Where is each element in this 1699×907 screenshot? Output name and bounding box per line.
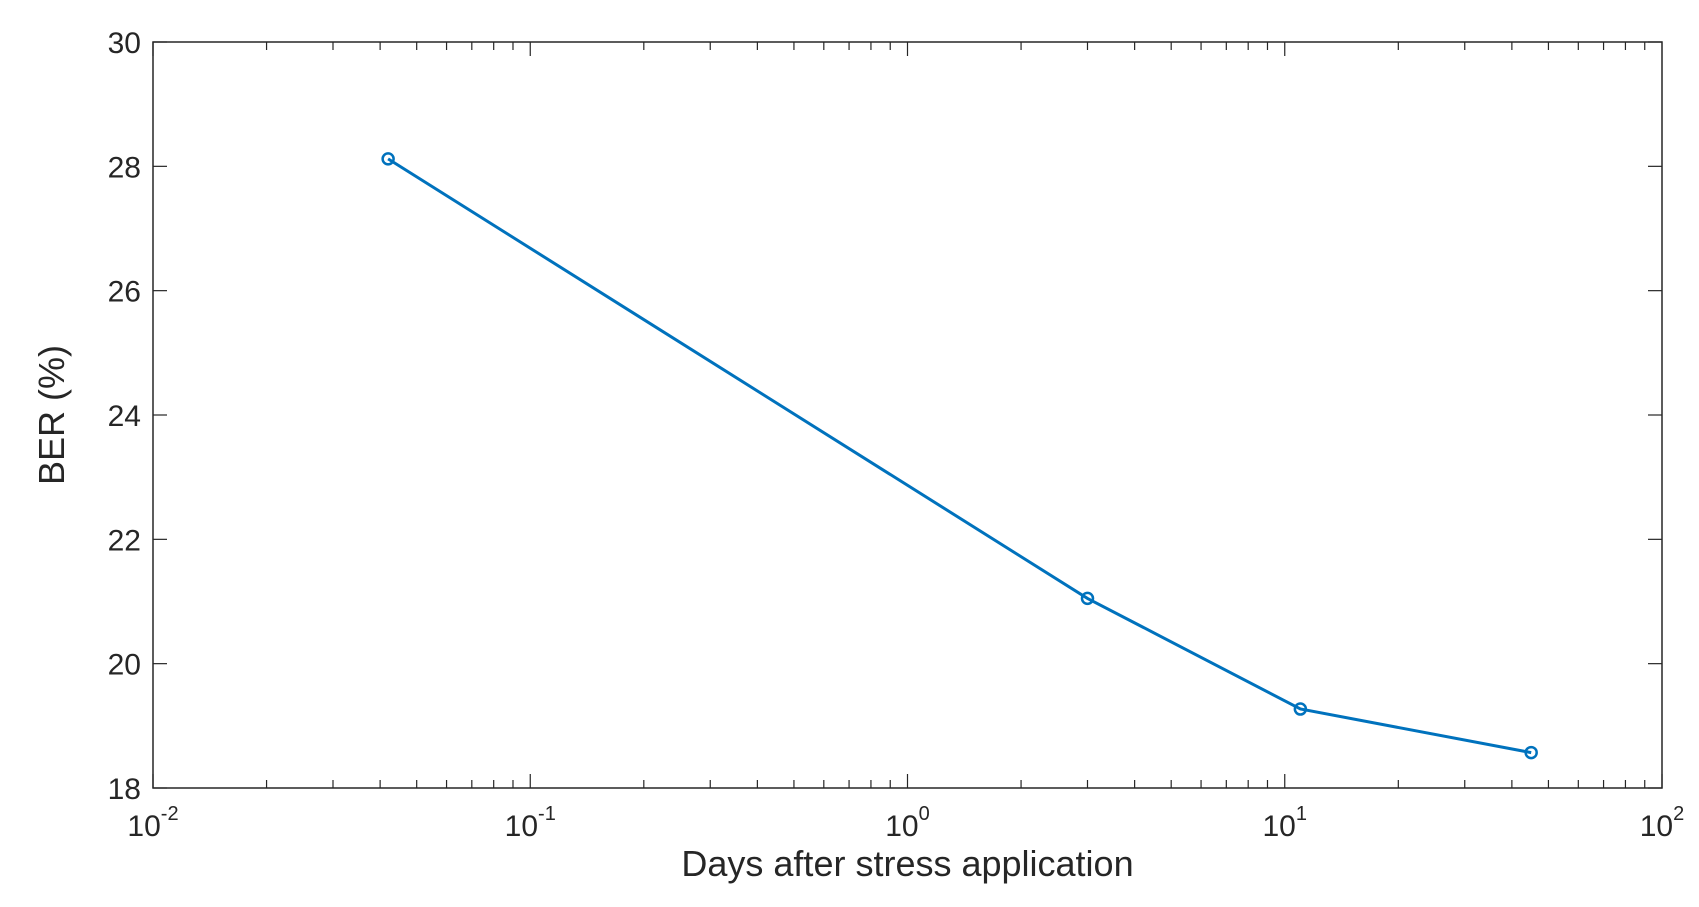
series-group: [381, 152, 1538, 760]
y-tick-label: 18: [108, 773, 141, 806]
y-tick-label: 28: [108, 151, 141, 184]
x-tick-exponent: 2: [1673, 803, 1684, 825]
x-axis-ticks: 10-2 10-1 100 101 102: [127, 42, 1684, 843]
y-tick-label: 24: [108, 400, 141, 433]
series-line: [387, 157, 1532, 755]
x-tick-base: 10: [1640, 810, 1673, 843]
x-tick-label: 10-2: [127, 803, 178, 843]
plot-box: [152, 41, 1663, 789]
x-tick-label: 100: [885, 803, 930, 843]
data-point: [1293, 702, 1308, 716]
y-tick-label: 22: [108, 524, 141, 557]
x-tick-exponent: 0: [919, 803, 930, 825]
y-tick-label: 20: [108, 649, 141, 682]
x-tick-base: 10: [1263, 810, 1296, 843]
x-tick-base: 10: [885, 810, 918, 843]
plot-frame: [152, 41, 1663, 789]
data-point: [1524, 745, 1538, 760]
x-tick-exponent: -2: [161, 803, 179, 825]
x-tick-label: 10-1: [505, 803, 556, 843]
y-axis-label: BER (%): [31, 345, 72, 485]
x-tick-exponent: 1: [1296, 803, 1307, 825]
x-tick-label: 102: [1640, 803, 1685, 843]
y-tick-label: 30: [108, 27, 141, 60]
x-tick-base: 10: [505, 810, 538, 843]
x-axis-label: Days after stress application: [681, 843, 1133, 884]
y-tick-label: 26: [108, 276, 141, 309]
x-tick-label: 101: [1263, 803, 1308, 843]
y-axis-ticks: 18 20 22 24 26 28 30: [108, 27, 1662, 806]
x-tick-base: 10: [127, 810, 160, 843]
data-point: [381, 152, 395, 166]
x-tick-exponent: -1: [538, 803, 556, 825]
data-point: [1080, 591, 1095, 606]
